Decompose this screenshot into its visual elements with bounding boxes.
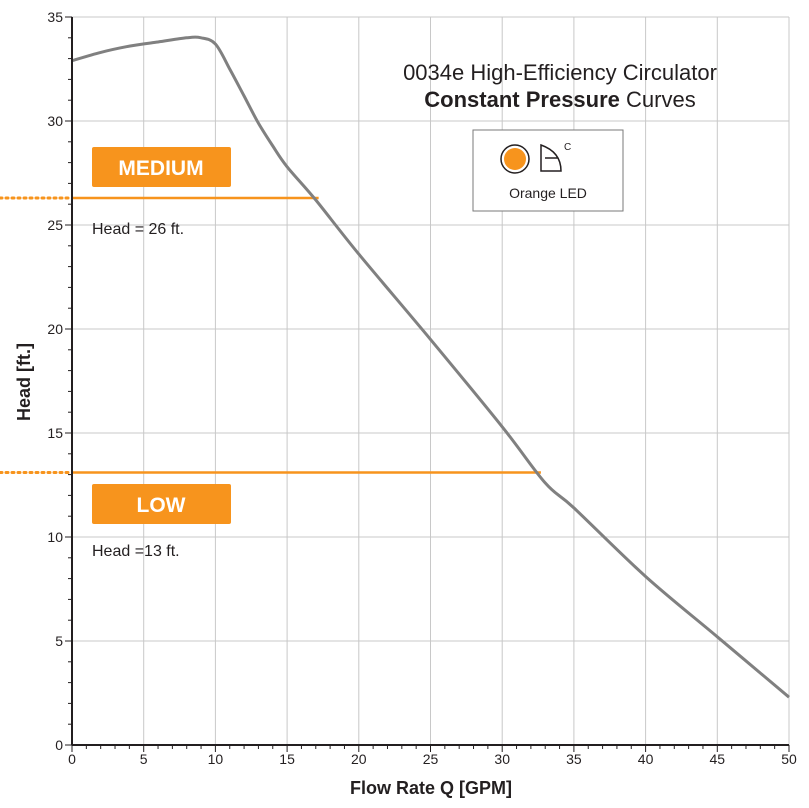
y-tick-label-30: 30 [47,113,63,129]
curve-layer [71,35,790,699]
head-note-low: Head =13 ft. [92,543,180,560]
y-tick-label-15: 15 [47,425,63,441]
chart-title-bold: Constant Pressure [424,87,620,112]
tick-labels: 0 5 10 15 20 25 30 35 40 45 50 0 5 10 15 20 25 30 35 [47,9,797,767]
chart-title-line2: Constant Pressure Curves [424,87,695,112]
x-tick-label-30: 30 [494,751,510,767]
pump-curve-0 [71,35,790,699]
badge-medium-bg [92,147,231,187]
chart-title-line1: 0034e High-Efficiency Circulator [403,60,717,85]
chart-title-rest: Curves [620,87,696,112]
x-tick-label-15: 15 [279,751,295,767]
setting-badge-low: LOW [92,484,231,524]
led-icon-fill [504,148,526,170]
setting-badge-medium: MEDIUM [92,147,231,187]
x-tick-label-0: 0 [68,751,76,767]
y-tick-label-20: 20 [47,321,63,337]
x-axis-title: Flow Rate Q [GPM] [350,778,512,798]
badge-low-bg [92,484,231,524]
y-tick-label-5: 5 [55,633,63,649]
grid-lines [72,16,790,745]
x-tick-label-35: 35 [566,751,582,767]
legend-superscript: C [564,142,571,153]
x-tick-label-45: 45 [710,751,726,767]
badge-medium-label: MEDIUM [118,157,203,180]
y-tick-label-0: 0 [55,737,63,753]
y-tick-label-25: 25 [47,217,63,233]
y-axis-title: Head [ft.] [14,343,34,421]
y-tick-label-35: 35 [47,9,63,25]
setting-lines [0,196,541,475]
constant-pressure-icon [540,143,562,172]
x-tick-label-20: 20 [351,751,367,767]
head-note-medium: Head = 26 ft. [92,221,184,238]
legend-box: C Orange LED [472,129,624,212]
y-tick-label-10: 10 [47,529,63,545]
axes [65,16,790,752]
x-tick-label-50: 50 [781,751,797,767]
x-tick-label-25: 25 [423,751,439,767]
x-tick-label-5: 5 [140,751,148,767]
badge-low-label: LOW [137,494,186,517]
x-tick-label-40: 40 [638,751,654,767]
legend-label: Orange LED [509,185,587,201]
x-tick-label-10: 10 [208,751,224,767]
